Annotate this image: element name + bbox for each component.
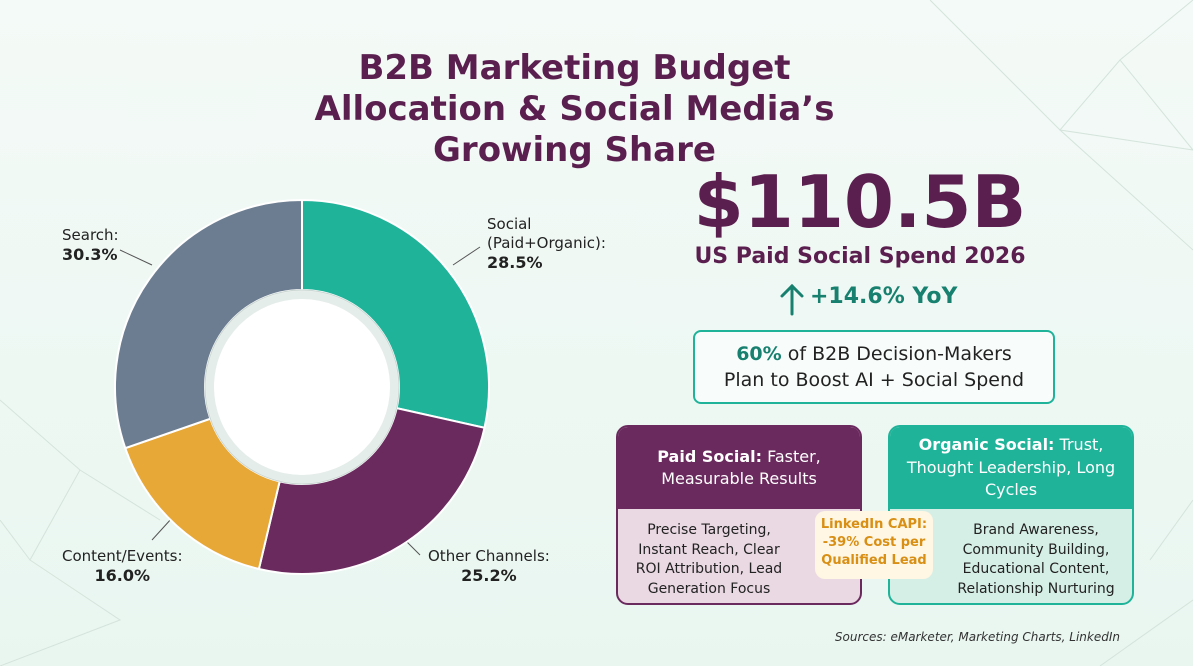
chart-title: B2B Marketing Budget Allocation & Social… bbox=[314, 48, 835, 170]
label-other: Other Channels: 25.2% bbox=[428, 547, 550, 586]
value-label: 16.0% bbox=[94, 565, 151, 585]
card-label: Paid Social: bbox=[657, 446, 762, 466]
badge: LinkedIn CAPI: -39% Cost per Qualified L… bbox=[815, 511, 933, 579]
headline-caption: US Paid Social Spend 2026 bbox=[694, 244, 1026, 269]
label-content: Content/Events: 16.0% bbox=[62, 547, 183, 586]
donut-hole bbox=[214, 299, 390, 475]
category-label: Social (Paid+Organic): bbox=[487, 215, 606, 252]
leader-lines bbox=[119, 246, 481, 556]
card-headline: Faster, Measurable Results bbox=[661, 446, 821, 488]
up-arrow-icon bbox=[780, 283, 804, 316]
stat-box: 60% of B2B Decision-Makers Plan to Boost… bbox=[693, 330, 1055, 404]
card-header: Organic Social: Trust, Thought Leadershi… bbox=[890, 427, 1132, 509]
stat-text: of B2B Decision-Makers bbox=[787, 343, 1012, 365]
growth: +14.6% YoY bbox=[810, 284, 958, 309]
card-body: Precise Targeting, Instant Reach, Clear … bbox=[635, 522, 783, 597]
category-label: Other Channels: bbox=[428, 547, 550, 565]
source: Sources: eMarketer, Marketing Charts, Li… bbox=[834, 630, 1120, 644]
label-social: Social (Paid+Organic): 28.5% bbox=[487, 215, 617, 273]
value-label: 28.5% bbox=[487, 252, 543, 272]
headline-value: $110.5B bbox=[693, 160, 1027, 244]
badge-text: -39% Cost per Qualified Lead bbox=[821, 535, 927, 569]
badge-title: LinkedIn CAPI: bbox=[820, 517, 928, 532]
stat-emphasis: 60% bbox=[736, 343, 782, 365]
value-label: 25.2% bbox=[461, 565, 517, 585]
category-label: Content/Events: bbox=[62, 547, 183, 565]
label-search: Search: 30.3% bbox=[62, 226, 119, 265]
card-label: Organic Social: bbox=[918, 435, 1055, 455]
card-headline: Trust, Thought Leadership, Long Cycles bbox=[906, 435, 1116, 500]
value-label: 30.3% bbox=[62, 244, 118, 264]
card-body: Brand Awareness, Community Building, Edu… bbox=[957, 522, 1115, 597]
paid-card: Paid Social: Faster, Measurable Results … bbox=[616, 425, 862, 605]
card-header: Paid Social: Faster, Measurable Results bbox=[618, 427, 860, 509]
stat-text: Plan to Boost AI + Social Spend bbox=[723, 368, 1025, 391]
category-label: Search: bbox=[62, 226, 119, 244]
